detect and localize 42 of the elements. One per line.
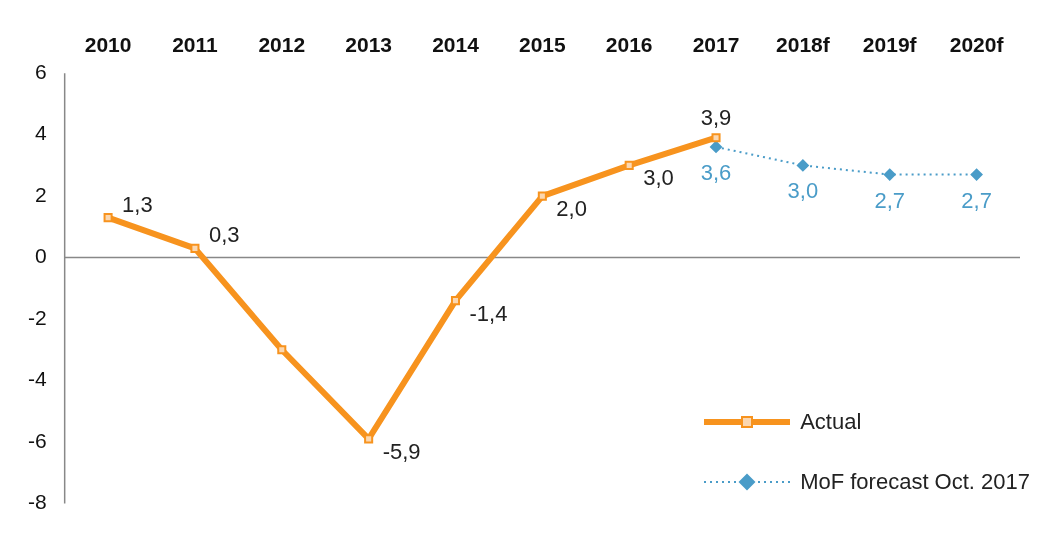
x-tick-label: 2015 <box>518 33 567 57</box>
x-tick-label: 2018f <box>776 33 831 57</box>
data-label: 2,7 <box>874 187 906 213</box>
y-tick-label: 6 <box>34 60 47 83</box>
y-tick-label: -2 <box>27 305 47 329</box>
data-label: 3,0 <box>643 165 674 191</box>
y-tick-label: -8 <box>27 490 47 514</box>
data-label: 2,7 <box>961 187 992 213</box>
point <box>450 296 461 306</box>
legend-label: Actual <box>800 409 862 435</box>
point <box>190 243 200 253</box>
y-tick-label: 4 <box>34 121 47 145</box>
y-tick-label: -4 <box>27 367 47 391</box>
point <box>796 159 809 172</box>
data-label: 3,6 <box>700 160 732 186</box>
data-label: 2,0 <box>556 196 587 222</box>
y-tick-label: 0 <box>34 244 47 268</box>
data-label: 3,9 <box>700 104 732 130</box>
x-tick-label: 2010 <box>84 33 132 57</box>
data-label: 3,0 <box>787 178 819 204</box>
y-tick-label: -6 <box>27 428 47 452</box>
legend-label: MoF forecast Oct. 2017 <box>800 469 1030 495</box>
x-tick-label: 2013 <box>345 33 392 57</box>
point <box>883 168 896 181</box>
x-tick-label: 2017 <box>692 33 740 57</box>
data-label: 1,3 <box>122 191 153 217</box>
point <box>711 133 721 143</box>
point <box>537 191 547 201</box>
point <box>624 160 634 170</box>
x-tick-label: 2012 <box>258 33 306 57</box>
data-label: -5,9 <box>382 438 421 464</box>
data-label: -1,4 <box>469 300 508 326</box>
point <box>970 168 983 181</box>
data-label: 0,3 <box>208 222 240 248</box>
x-tick-label: 2016 <box>605 33 653 57</box>
point <box>103 213 113 223</box>
x-tick-label: 2019f <box>862 33 918 57</box>
point <box>277 345 287 355</box>
x-tick-label: 2020f <box>949 33 1005 57</box>
x-tick-label: 2014 <box>432 33 480 57</box>
x-tick-label: 2011 <box>172 33 219 57</box>
y-tick-label: 2 <box>34 182 47 206</box>
